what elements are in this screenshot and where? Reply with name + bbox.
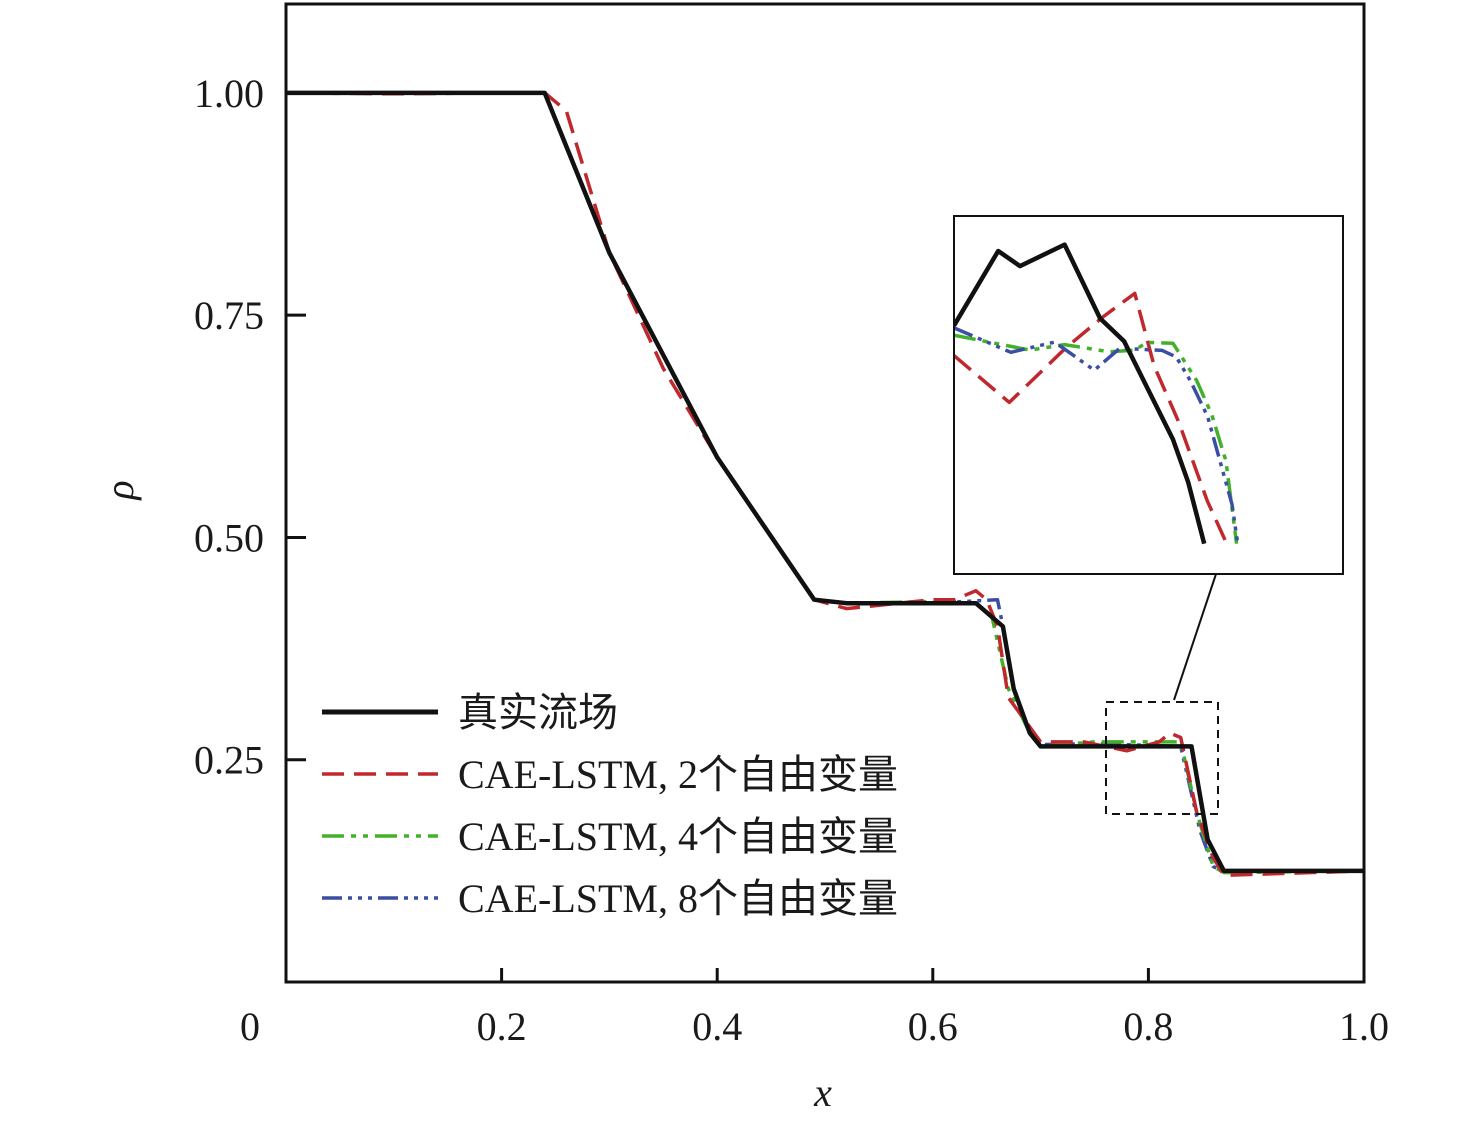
legend-label: 真实流场 [458, 690, 618, 735]
inset-series-line-0 [954, 242, 1207, 545]
legend-label: CAE-LSTM, 2个自由变量 [458, 752, 898, 797]
main-series-group [285, 90, 1365, 878]
y-axis-ticks: 0.25 0.50 0.75 1.00 [194, 71, 306, 783]
y-axis-label: ρ [97, 480, 142, 501]
legend-label: CAE-LSTM, 4个自由变量 [458, 814, 898, 859]
x-tick-label: 1.0 [1339, 1004, 1389, 1049]
x-tick-label: 0.6 [908, 1004, 958, 1049]
series-line-1 [285, 91, 1365, 878]
inset-series-line-3 [954, 326, 1240, 544]
x-tick-label: 0 [240, 1004, 260, 1049]
legend-item-2: CAE-LSTM, 4个自由变量 [322, 814, 898, 859]
plot-frame [284, 2, 1366, 984]
legend: 真实流场 CAE-LSTM, 2个自由变量 CAE-LSTM, 4个自由变量 CAE-… [322, 690, 898, 921]
legend-label: CAE-LSTM, 8个自由变量 [458, 876, 898, 921]
series-line-0 [286, 90, 1364, 874]
inset-series-group [954, 242, 1240, 545]
zoom-connector-line [1173, 573, 1217, 701]
legend-item-1: CAE-LSTM, 2个自由变量 [322, 752, 898, 797]
y-tick-label: 0.50 [194, 515, 264, 560]
x-tick-label: 0.4 [692, 1004, 742, 1049]
y-tick-label: 0.75 [194, 293, 264, 338]
x-axis-ticks: 0 0.2 0.4 0.6 0.8 1.0 [240, 968, 1389, 1049]
inset-series-line-1 [954, 291, 1229, 545]
x-tick-label: 0.8 [1123, 1004, 1173, 1049]
series-line-2 [286, 91, 1365, 875]
legend-item-0: 真实流场 [322, 690, 618, 735]
y-tick-label: 0.25 [194, 738, 264, 783]
x-axis-label: x [813, 1070, 832, 1115]
inset-series-line-2 [954, 333, 1239, 544]
y-tick-label: 1.00 [194, 71, 264, 116]
zoom-region-box [1105, 701, 1219, 815]
legend-item-3: CAE-LSTM, 8个自由变量 [322, 876, 898, 921]
x-tick-label: 0.2 [477, 1004, 527, 1049]
inset-frame [953, 215, 1344, 575]
